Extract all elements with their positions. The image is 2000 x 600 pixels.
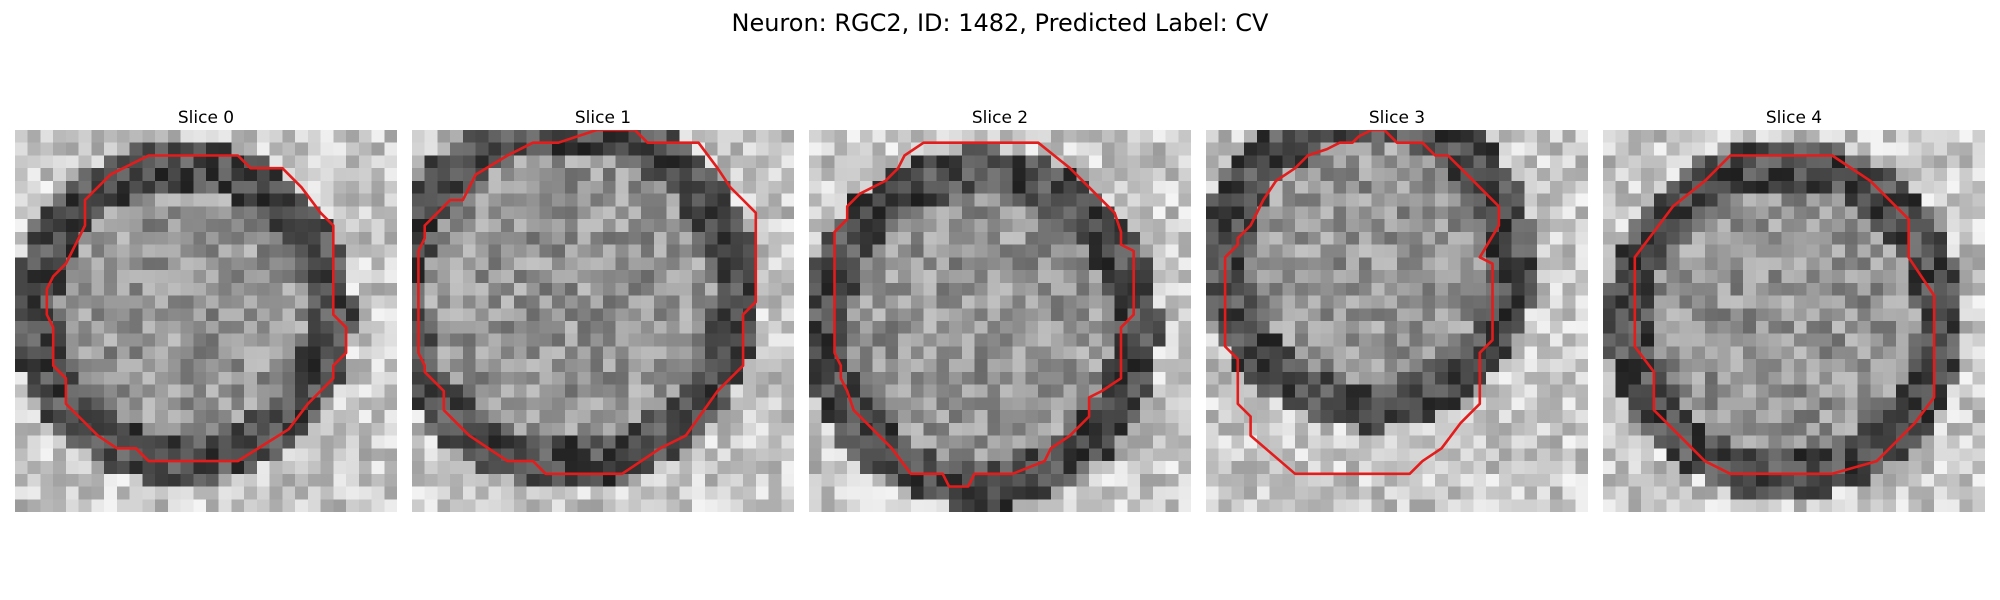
- slice-panel-2: Slice 2: [809, 106, 1191, 512]
- slice-overlay-4: [1633, 154, 1936, 476]
- slice-title-3: Slice 3: [1368, 108, 1426, 128]
- slice-grayscale-0: [15, 130, 397, 512]
- cell-contour: [417, 130, 758, 476]
- cell-contour: [833, 141, 1136, 488]
- cell-contour: [1223, 130, 1501, 476]
- slice-image-4: [1603, 130, 1985, 512]
- slice-panel-3: Slice 3: [1206, 106, 1588, 512]
- slice-overlay-2: [833, 141, 1136, 488]
- cell-contour: [1633, 154, 1936, 476]
- slice-overlay-1: [417, 130, 758, 476]
- slice-image-2: [809, 130, 1191, 512]
- slice-overlay-3: [1223, 130, 1501, 476]
- slice-grayscale-4: [1603, 130, 1985, 512]
- slice-title-0: Slice 0: [177, 108, 235, 128]
- slice-overlay-0: [45, 154, 348, 463]
- slice-image-1: [412, 130, 794, 512]
- slice-title-2: Slice 2: [971, 108, 1029, 128]
- cell-contour: [45, 154, 348, 463]
- slice-title-1: Slice 1: [574, 108, 632, 128]
- slice-grayscale-3: [1206, 130, 1588, 512]
- slice-image-0: [15, 130, 397, 512]
- slice-grayscale-1: [412, 130, 794, 512]
- slice-panel-4: Slice 4: [1603, 106, 1985, 512]
- slice-panel-1: Slice 1: [412, 106, 794, 512]
- figure-title: Neuron: RGC2, ID: 1482, Predicted Label:…: [731, 9, 1269, 37]
- slice-title-4: Slice 4: [1765, 108, 1823, 128]
- slice-image-3: [1206, 130, 1588, 512]
- slice-panel-0: Slice 0: [15, 106, 397, 512]
